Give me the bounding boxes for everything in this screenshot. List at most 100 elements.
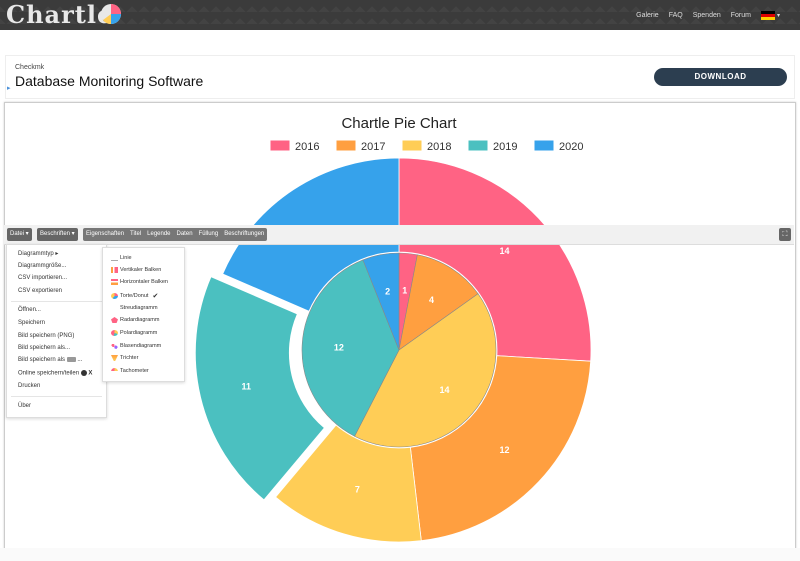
type-vertical-bar[interactable]: Vertikaler Balken xyxy=(111,267,161,273)
type-funnel[interactable]: Trichter xyxy=(111,355,138,361)
nav-galerie[interactable]: Galerie xyxy=(636,11,659,19)
chart-legend: 2016 2017 2018 2019 2020 xyxy=(269,139,583,153)
ad-title[interactable]: Database Monitoring Software xyxy=(15,73,204,89)
legend-label-2020[interactable]: 2020 xyxy=(559,141,583,153)
menu-item-label: Diagrammtyp xyxy=(18,251,54,257)
toolbar-tab-group: Eigenschaften Titel Legende Daten Füllun… xyxy=(83,228,268,241)
outer-slice-2016[interactable] xyxy=(398,157,592,362)
ad-download-button[interactable]: DOWNLOAD xyxy=(654,68,787,86)
menu-item-print[interactable]: Drucken xyxy=(18,383,41,389)
line-chart-icon xyxy=(111,254,118,261)
type-horizontal-bar[interactable]: Horizontaler Balken xyxy=(111,279,168,285)
nav-forum[interactable]: Forum xyxy=(730,11,751,19)
editor-toolbar: Datei ▾ Beschriften ▾ Eigenschaften Tite… xyxy=(4,225,794,245)
nav-spenden[interactable]: Spenden xyxy=(692,11,721,19)
facebook-icon[interactable] xyxy=(80,370,87,376)
menu-divider xyxy=(11,396,102,397)
type-gauge[interactable]: Tachometer xyxy=(111,368,149,374)
pie-chart-icon xyxy=(111,293,118,299)
inner-label-2018: 14 xyxy=(439,385,449,395)
menu-item-open[interactable]: Öffnen... xyxy=(18,307,41,313)
radar-icon xyxy=(111,317,118,323)
caption-menu-label: Beschriften xyxy=(40,231,71,237)
menu-item-save-png[interactable]: Bild speichern (PNG) xyxy=(18,333,75,339)
menu-item-csv-import[interactable]: CSV importieren... xyxy=(18,275,68,281)
bubble-icon xyxy=(111,343,118,349)
chart-title: Chartle Pie Chart xyxy=(341,115,457,132)
tab-fuellung[interactable]: Füllung xyxy=(198,231,219,237)
bar-chart-icon xyxy=(111,267,118,273)
tab-beschriftungen[interactable]: Beschriftungen xyxy=(224,231,265,237)
legend-label-2016[interactable]: 2016 xyxy=(295,141,319,153)
menu-item-label: Vertikaler Balken xyxy=(120,267,162,273)
inner-slice-2017[interactable] xyxy=(398,254,479,351)
menu-item-save-image-as-svg[interactable]: Bild speichern als ... xyxy=(18,357,83,364)
top-navigation-bar: Chartle Galerie FAQ Spenden Forum ▾ xyxy=(0,0,800,30)
legend-swatch-2017[interactable] xyxy=(335,139,357,152)
menu-item-label: Bild speichern als xyxy=(18,357,66,364)
menu-item-share-online[interactable]: Online speichern/teilen X xyxy=(18,370,92,377)
tab-legende[interactable]: Legende xyxy=(147,231,171,237)
inner-slice-2018[interactable] xyxy=(354,293,497,448)
advertisement-banner: Checkmk Database Monitoring Software ▸ D… xyxy=(5,55,795,99)
ad-sponsor[interactable]: Checkmk xyxy=(15,64,45,71)
caption-menu-button[interactable]: Beschriften ▾ xyxy=(37,228,78,241)
menu-item-label: Polardiagramm xyxy=(120,330,158,336)
scatter-icon xyxy=(111,305,118,311)
legend-swatch-2016[interactable] xyxy=(269,139,291,152)
expand-icon[interactable]: ⛶ xyxy=(779,228,791,241)
outer-slice-2019[interactable] xyxy=(194,276,325,501)
x-twitter-icon[interactable]: X xyxy=(88,370,93,377)
legend-swatch-2018[interactable] xyxy=(401,139,423,152)
outer-label-2019: 11 xyxy=(241,382,251,392)
menu-item-label: Streudiagramm xyxy=(120,305,158,311)
inner-slice-2020[interactable] xyxy=(362,252,400,351)
tab-titel[interactable]: Titel xyxy=(130,231,142,237)
funnel-icon xyxy=(111,355,118,361)
menu-divider xyxy=(11,301,102,302)
german-flag-icon[interactable] xyxy=(760,10,775,20)
menu-item-csv-export[interactable]: CSV exportieren xyxy=(18,288,63,294)
type-pie-donut[interactable]: Torte/Donut ✔ xyxy=(111,292,158,300)
gauge-icon xyxy=(111,368,118,374)
menu-item-label: Blasendiagramm xyxy=(120,343,162,349)
menu-item-chart-size[interactable]: Diagrammgröße... xyxy=(18,263,67,269)
inner-slice-2019[interactable] xyxy=(301,259,400,437)
outer-slice-2017[interactable] xyxy=(409,355,592,542)
menu-item-save-image-as[interactable]: Bild speichern als... xyxy=(18,345,71,351)
outer-ring: 141271110 xyxy=(194,157,592,543)
outer-slice-2018[interactable] xyxy=(275,424,422,543)
checkmark-icon: ✔ xyxy=(152,293,159,300)
legend-label-2018[interactable]: 2018 xyxy=(427,141,451,153)
type-polar[interactable]: Polardiagramm xyxy=(111,330,157,336)
type-radar[interactable]: Radardiagramm xyxy=(111,317,159,323)
legend-label-2017[interactable]: 2017 xyxy=(361,141,385,153)
type-scatter[interactable]: Streudiagramm xyxy=(111,305,158,311)
menu-item-label: Trichter xyxy=(120,355,139,361)
language-caret-icon[interactable]: ▾ xyxy=(776,12,780,19)
main-nav: Galerie FAQ Spenden Forum ▾ xyxy=(636,0,780,30)
type-bubble[interactable]: Blasendiagramm xyxy=(111,343,161,349)
nav-faq[interactable]: FAQ xyxy=(668,11,683,19)
outer-label-2017: 12 xyxy=(499,445,509,455)
file-dropdown-menu: Diagrammtyp ▸ Diagrammgröße... CSV impor… xyxy=(6,244,107,418)
inner-label-2019: 12 xyxy=(334,343,344,353)
ad-choices-icon[interactable]: ▸ xyxy=(7,85,11,92)
legend-swatch-2020[interactable] xyxy=(533,139,555,152)
type-line[interactable]: Linie xyxy=(111,254,132,261)
chartle-logo[interactable]: Chartle xyxy=(6,0,114,29)
legend-swatch-2019[interactable] xyxy=(467,139,489,152)
tab-eigenschaften[interactable]: Eigenschaften xyxy=(86,231,125,237)
footer-pattern xyxy=(0,548,800,561)
chart-type-submenu: Linie Vertikaler Balken Horizontaler Bal… xyxy=(102,247,185,382)
file-menu-button[interactable]: Datei ▾ xyxy=(7,228,32,241)
horizontal-bar-icon xyxy=(111,279,118,285)
tab-daten[interactable]: Daten xyxy=(176,231,193,237)
menu-item-about[interactable]: Über xyxy=(18,403,32,409)
menu-item-chart-type[interactable]: Diagrammtyp ▸ xyxy=(18,251,59,257)
inner-label-2016: 1 xyxy=(402,286,407,296)
file-menu-label: Datei xyxy=(10,231,25,237)
menu-item-save[interactable]: Speichern xyxy=(18,320,46,326)
legend-label-2019[interactable]: 2019 xyxy=(493,141,517,153)
